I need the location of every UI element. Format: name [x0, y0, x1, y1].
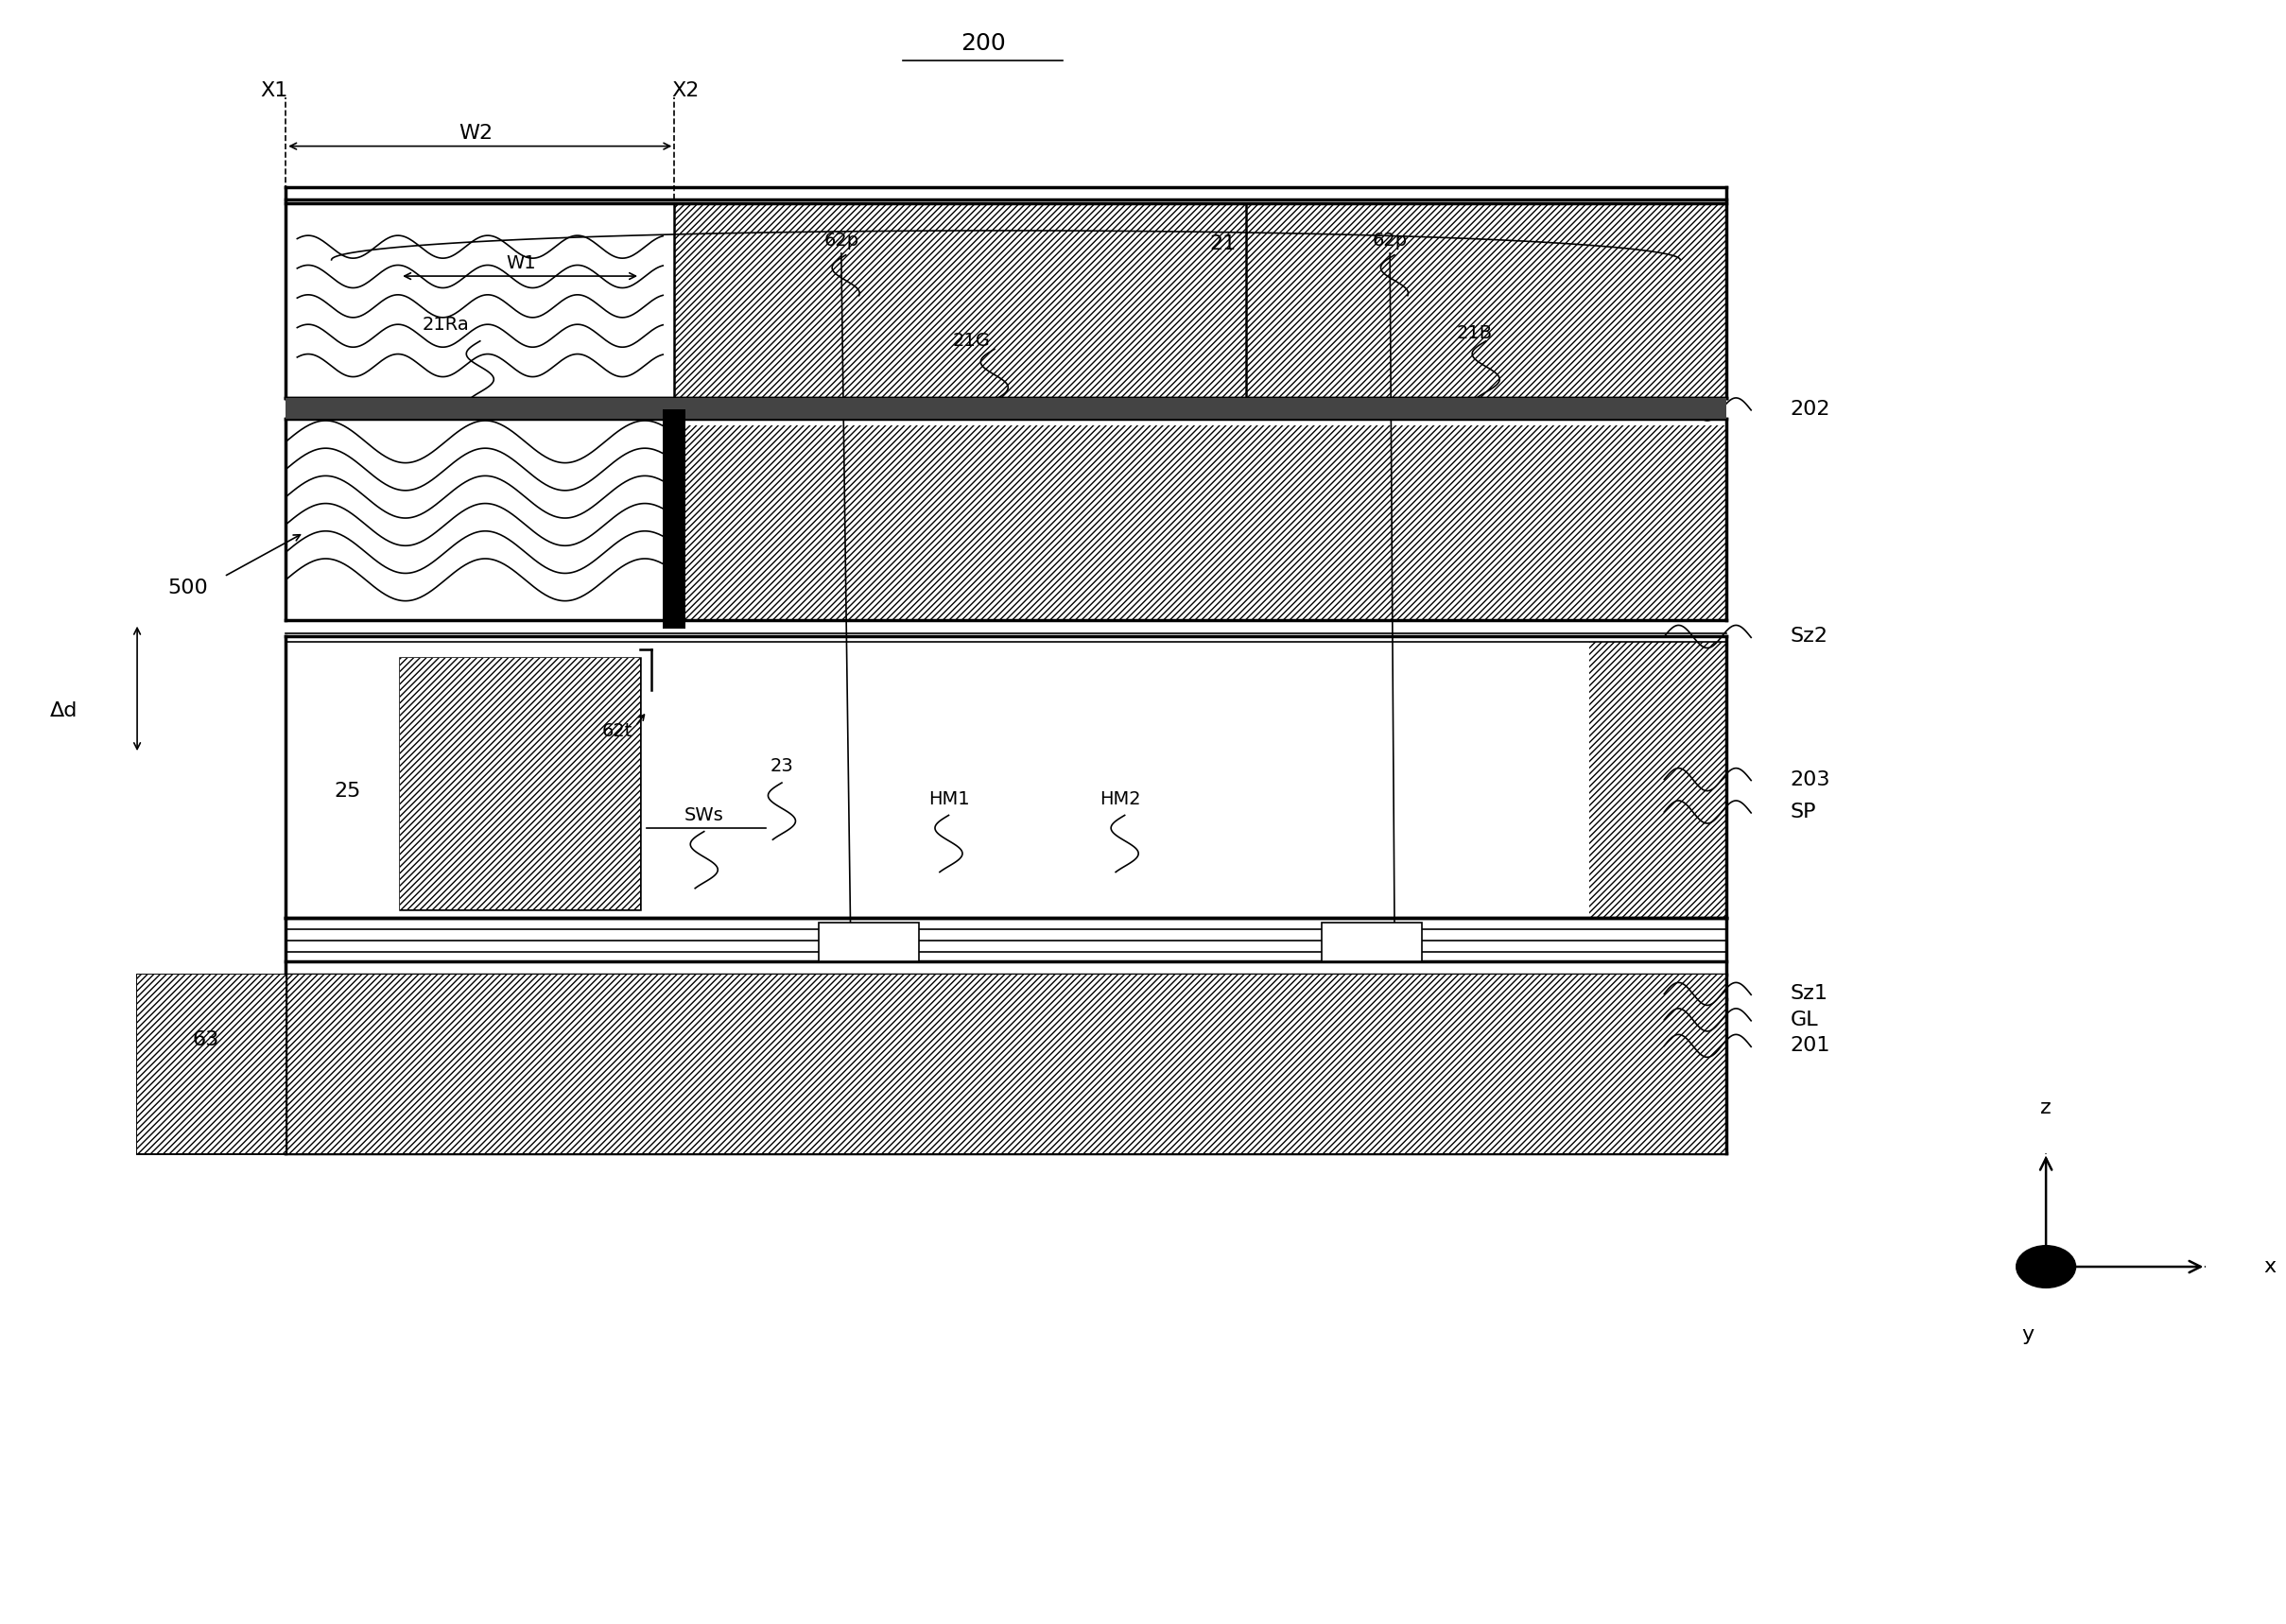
Text: z: z [2041, 1098, 2051, 1117]
Text: 62p: 62p [823, 231, 860, 250]
Circle shape [2016, 1246, 2076, 1288]
Text: 21Ra: 21Ra [423, 315, 469, 335]
Bar [286, 974, 1726, 1153]
Bar [818, 922, 919, 961]
Text: 25: 25 [334, 781, 361, 801]
Text: 63: 63 [192, 1030, 219, 1049]
Bar [1589, 641, 1726, 918]
Text: HM1: HM1 [928, 789, 969, 809]
Text: 21G: 21G [953, 331, 990, 351]
Text: GL: GL [1790, 1010, 1817, 1030]
Text: 62p: 62p [1372, 231, 1408, 250]
Text: 23: 23 [770, 757, 793, 776]
Text: 203: 203 [1790, 770, 1831, 789]
Text: 200: 200 [960, 32, 1006, 55]
Text: W2: W2 [459, 123, 491, 143]
Bar [674, 425, 1726, 620]
Text: y: y [2021, 1325, 2035, 1345]
Text: SWs: SWs [684, 806, 725, 825]
Text: X2: X2 [672, 81, 700, 101]
Text: W1: W1 [505, 253, 537, 273]
Text: Sz2: Sz2 [1790, 627, 1829, 646]
Text: Δd: Δd [50, 702, 78, 721]
Text: Sz1: Sz1 [1790, 984, 1829, 1004]
Text: 21: 21 [1209, 234, 1237, 253]
Bar [663, 409, 686, 628]
Text: HM2: HM2 [1100, 789, 1141, 809]
Text: 202: 202 [1790, 400, 1831, 419]
Bar [137, 974, 286, 1153]
Bar [674, 203, 1246, 398]
Bar [400, 658, 640, 909]
Text: 62t: 62t [601, 721, 633, 741]
Text: 201: 201 [1790, 1036, 1831, 1056]
Bar [137, 974, 286, 1153]
Bar [1321, 922, 1422, 961]
Text: x: x [2263, 1257, 2277, 1276]
Text: 500: 500 [167, 578, 208, 598]
Bar [1246, 203, 1726, 398]
Text: 21B: 21B [1456, 323, 1493, 343]
Text: X1: X1 [261, 81, 288, 101]
Bar [286, 398, 1726, 419]
Text: SP: SP [1790, 802, 1815, 822]
Bar [400, 658, 640, 909]
